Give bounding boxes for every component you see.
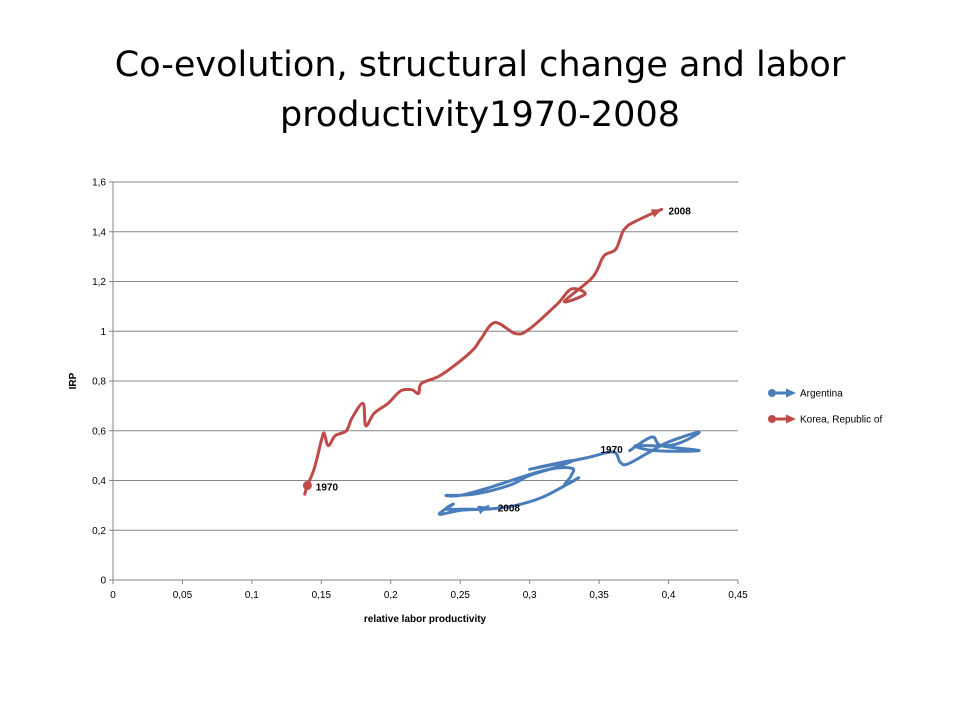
series-arrow-argentina: [477, 505, 488, 515]
x-tick-label: 0,05: [173, 590, 193, 601]
argentina-end-label: 2008: [498, 504, 521, 515]
legend-marker: [768, 415, 776, 423]
y-tick-label: 1,6: [92, 178, 106, 189]
point-labels: 1970 2008 1970 2008: [316, 206, 691, 514]
legend-label: Argentina: [800, 389, 843, 400]
legend-label: Korea, Republic of: [800, 415, 882, 426]
series-line-korea-republic-of: [303, 207, 664, 496]
legend-arrow: [786, 388, 796, 398]
y-tick-label: 0,6: [92, 426, 106, 437]
x-tick-label: 0,25: [450, 590, 470, 601]
x-axis-title: relative labor productivity: [364, 614, 487, 625]
x-tick-label: 0,2: [384, 590, 398, 601]
grid-lines: [113, 181, 738, 531]
legend: Argentina Korea, Republic of: [768, 388, 882, 426]
series-arrow-korea-republic-of: [650, 209, 662, 218]
x-tick-label: 0,15: [312, 590, 332, 601]
x-tick-label: 0: [110, 590, 116, 601]
y-tick-label: 0: [100, 576, 106, 587]
series-start-dot-korea: [302, 480, 312, 490]
slide-title: Co-evolution, structural change and labo…: [114, 45, 846, 135]
legend-item-korea-republic-of: Korea, Republic of: [768, 414, 882, 426]
y-tick-label: 1,2: [92, 277, 106, 288]
y-tick-label: 0,4: [92, 476, 106, 487]
legend-marker: [768, 389, 776, 397]
x-tick-label: 0,45: [728, 590, 748, 601]
legend-item-argentina: Argentina: [768, 388, 843, 400]
series-line-argentina: [437, 430, 701, 516]
x-tick-label: 0,4: [662, 590, 676, 601]
y-tick-label: 1: [100, 327, 106, 338]
argentina-start-label: 1970: [601, 445, 624, 456]
axes: 0 0,2 0,4 0,6 0,8 1 1,2 1,4 1,6 0 0,05 0,1 0,15 0,2 0,…: [92, 178, 748, 602]
x-tick-label: 0,1: [245, 590, 259, 601]
korea-end-label: 2008: [669, 206, 692, 217]
y-tick-label: 0,2: [92, 526, 106, 537]
x-tick-label: 0,35: [589, 590, 609, 601]
series-lines: [302, 207, 701, 516]
y-axis-title: IRP: [68, 372, 79, 389]
y-tick-label: 1,4: [92, 227, 106, 238]
legend-arrow: [786, 414, 796, 424]
korea-start-label: 1970: [316, 482, 339, 493]
y-tick-label: 0,8: [92, 377, 106, 388]
x-tick-label: 0,3: [523, 590, 537, 601]
